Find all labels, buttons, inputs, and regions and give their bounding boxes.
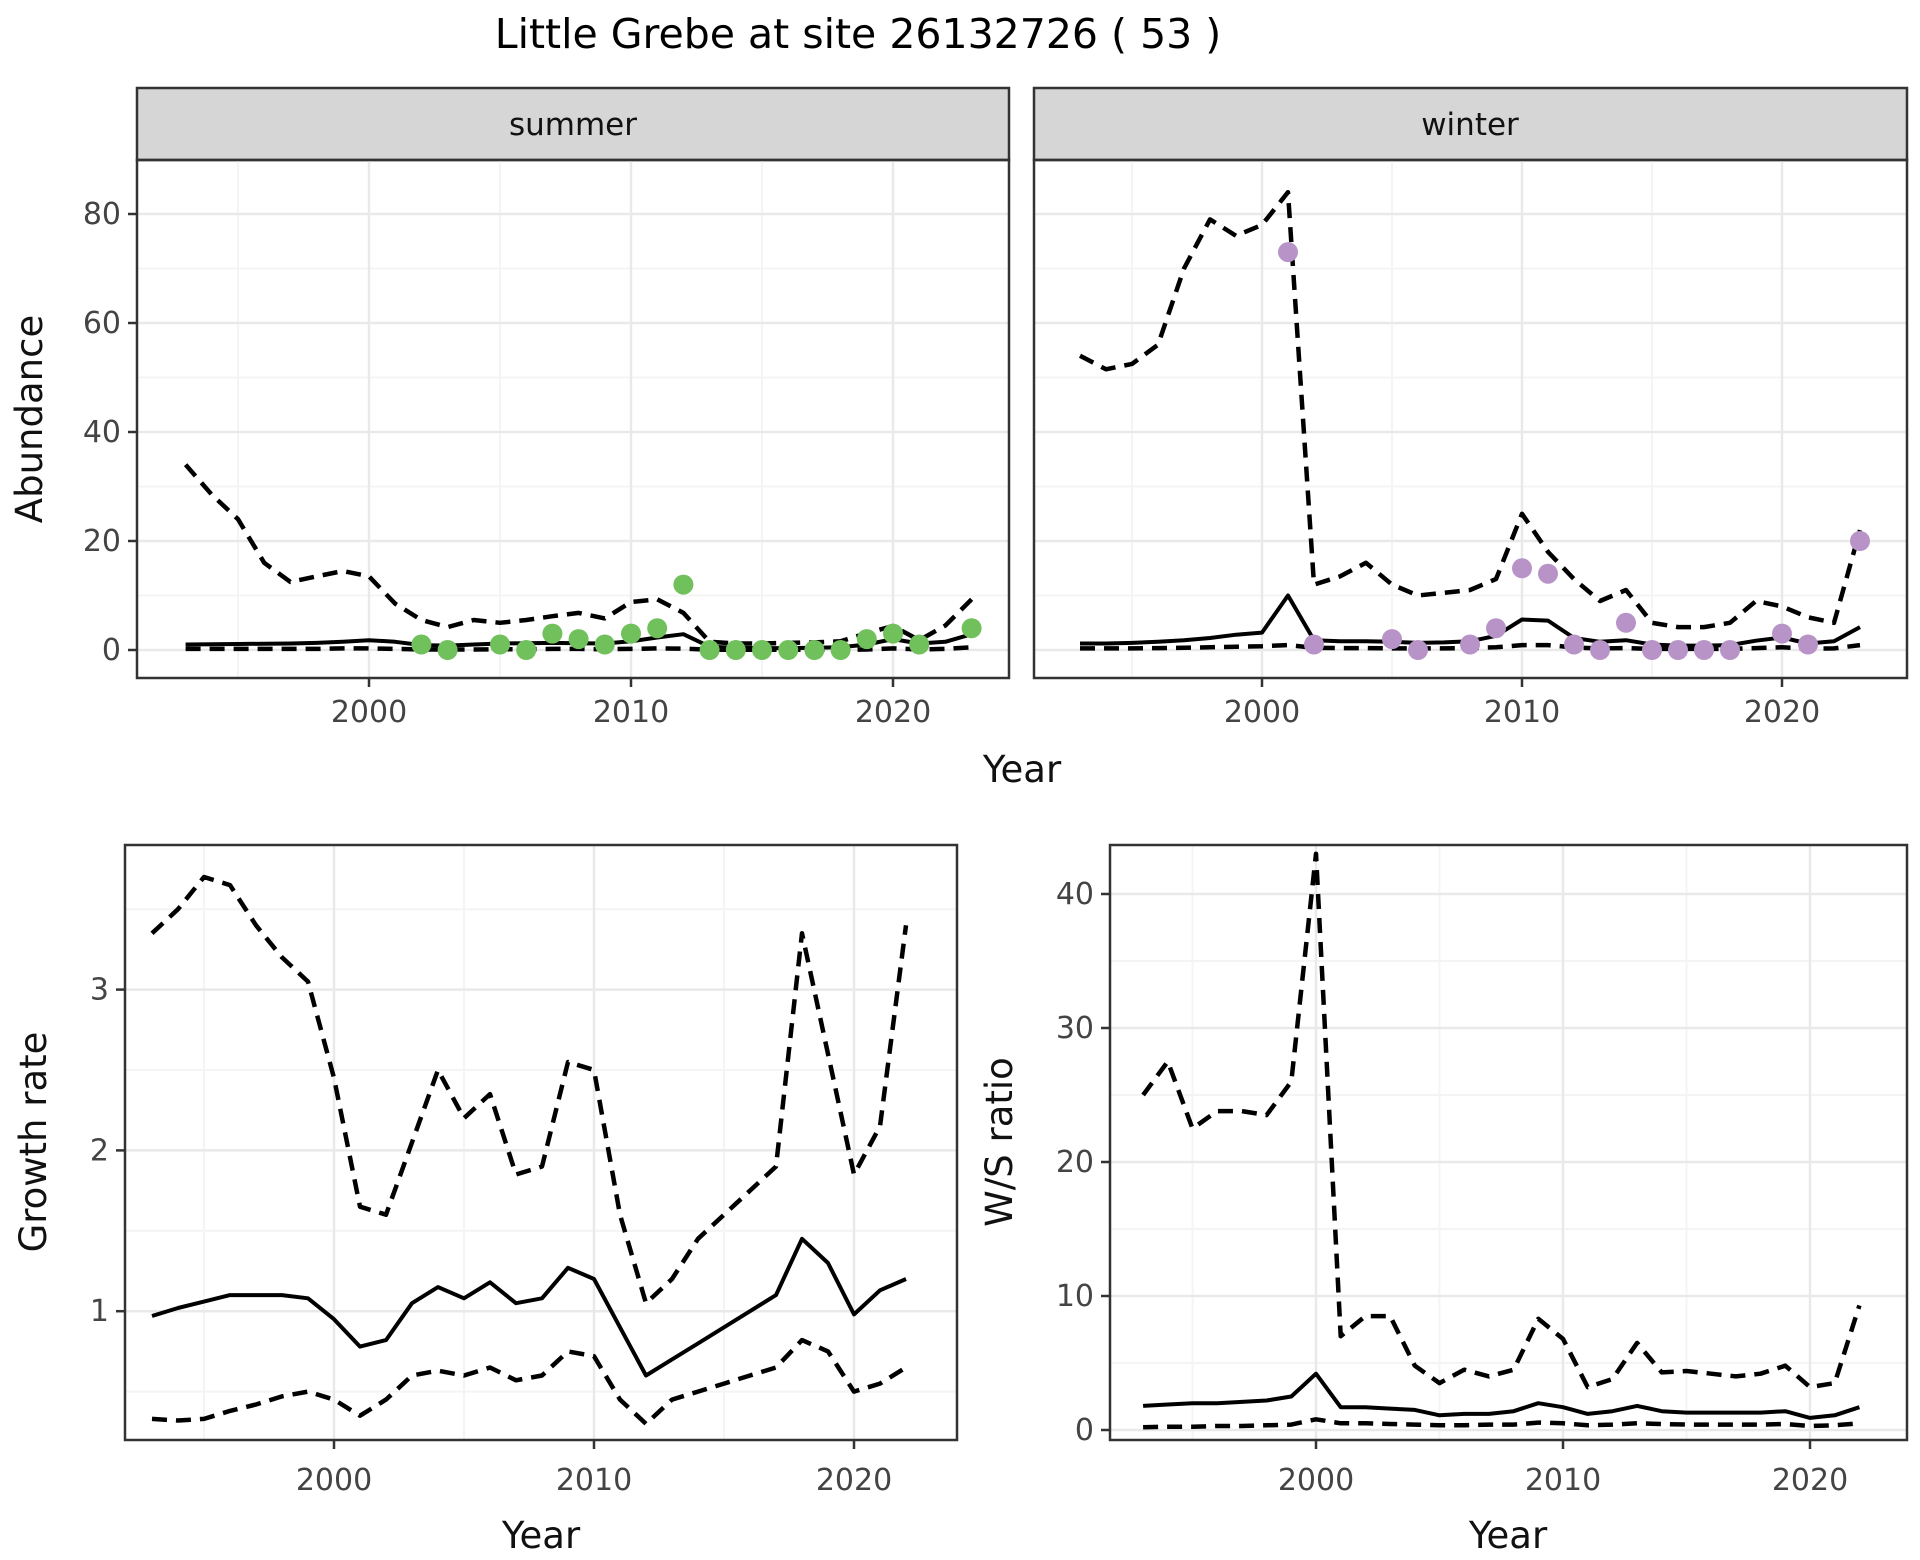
data-point	[1564, 634, 1584, 655]
data-point	[961, 618, 982, 639]
facet-strip-winter-label: winter	[1421, 107, 1519, 143]
x-tick-label: 2010	[593, 695, 669, 730]
x-tick-label: 2000	[1278, 1463, 1354, 1498]
data-point	[568, 629, 589, 650]
data-point	[516, 640, 537, 660]
y-tick-label: 20	[1056, 1145, 1094, 1180]
y-axis-title-ws: W/S ratio	[978, 1057, 1021, 1227]
panel-border	[123, 843, 959, 1442]
panel-border	[1108, 843, 1909, 1442]
data-point	[1538, 563, 1558, 584]
data-point	[752, 640, 772, 660]
data-point	[542, 623, 563, 644]
y-tick-label: 30	[1056, 1011, 1094, 1046]
x-tick-label: 2010	[556, 1463, 632, 1498]
lower_ci-line	[1143, 1417, 1860, 1430]
facet-strip-summer-label: summer	[509, 107, 637, 143]
y-tick-label: 20	[83, 524, 121, 559]
data-point	[909, 634, 930, 655]
y-tick-label: 1	[90, 1294, 109, 1329]
data-point	[1720, 640, 1740, 660]
data-point	[1668, 640, 1688, 660]
upper_ci-line	[1078, 189, 1863, 630]
mean-line	[1142, 1371, 1861, 1420]
x-tick-label: 2000	[331, 695, 407, 730]
mean-line	[151, 1236, 907, 1378]
data-point	[830, 640, 851, 660]
data-point	[437, 640, 458, 660]
x-tick-label: 2000	[296, 1463, 372, 1498]
data-point	[1616, 612, 1636, 633]
data-point	[673, 574, 694, 595]
data-point	[778, 640, 799, 660]
y-tick-label: 60	[83, 306, 121, 341]
y-tick-label: 10	[1056, 1279, 1094, 1314]
upper_ci-line	[150, 874, 909, 1306]
y-tick-label: 0	[102, 633, 121, 668]
data-point	[856, 629, 877, 650]
data-point	[1798, 634, 1818, 655]
x-tick-label: 2010	[1525, 1463, 1601, 1498]
x-tick-label: 2020	[816, 1463, 892, 1498]
y-tick-label: 3	[90, 973, 109, 1008]
x-tick-label: 2020	[1772, 1463, 1848, 1498]
data-point	[1304, 634, 1324, 655]
panel-border	[1032, 158, 1909, 680]
data-point	[1850, 531, 1870, 551]
data-point	[1642, 640, 1662, 660]
x-tick-label: 2020	[855, 695, 931, 730]
data-point	[1694, 640, 1714, 660]
data-point	[1460, 634, 1480, 655]
y-tick-label: 2	[90, 1133, 109, 1168]
y-tick-label: 0	[1075, 1413, 1094, 1448]
data-point	[725, 640, 746, 660]
lower_ci-line	[151, 1337, 908, 1427]
data-point	[699, 640, 720, 660]
data-point	[1486, 618, 1506, 639]
y-tick-label: 80	[83, 197, 121, 232]
data-point	[1512, 558, 1532, 579]
y-axis-title-abundance: Abundance	[8, 315, 51, 523]
data-point	[804, 640, 825, 660]
data-point	[883, 623, 903, 644]
y-tick-label: 40	[1056, 877, 1094, 912]
data-point	[1408, 640, 1428, 660]
y-axis-title-growth: Growth rate	[12, 1032, 55, 1253]
x-tick-label: 2010	[1484, 695, 1560, 730]
data-point	[1590, 640, 1610, 660]
x-axis-title-top: Year	[982, 748, 1062, 791]
panel-border	[135, 158, 1011, 680]
x-axis-title-ws: Year	[1468, 1514, 1548, 1557]
data-point	[1278, 242, 1298, 263]
facet-strip-winter	[1032, 86, 1909, 162]
data-point	[594, 634, 615, 655]
x-tick-label: 2000	[1224, 695, 1300, 730]
y-tick-label: 40	[83, 415, 121, 450]
data-point	[490, 634, 510, 655]
facet-strip-summer	[135, 86, 1011, 162]
data-point	[411, 634, 432, 655]
data-point	[621, 623, 641, 644]
upper_ci-line	[1141, 851, 1862, 1390]
data-point	[647, 618, 668, 639]
data-point	[1382, 629, 1402, 650]
upper_ci-line	[183, 463, 974, 646]
x-axis-title-growth: Year	[501, 1514, 581, 1557]
x-tick-label: 2020	[1744, 695, 1820, 730]
plot-title: Little Grebe at site 26132726 ( 53 )	[495, 10, 1222, 58]
data-point	[1772, 623, 1792, 644]
